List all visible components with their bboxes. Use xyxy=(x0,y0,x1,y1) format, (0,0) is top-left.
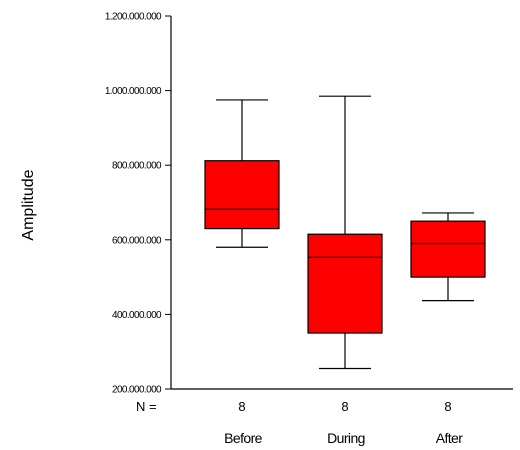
y-tick-label: 200.000.000 xyxy=(112,385,162,396)
category-label: Before xyxy=(224,430,262,446)
y-axis-label: Amplitude xyxy=(20,169,37,240)
category-label: During xyxy=(327,430,365,446)
y-tick-label: 400.000.000 xyxy=(112,310,162,321)
n-count-value: 8 xyxy=(238,399,245,414)
box-after xyxy=(410,220,486,278)
n-count-value: 8 xyxy=(444,399,451,414)
y-tick-label: 1.000.000.000 xyxy=(105,86,162,97)
n-count-label: N = xyxy=(136,399,157,414)
n-count-value: 8 xyxy=(341,399,348,414)
box-before xyxy=(204,160,280,230)
box-during xyxy=(307,233,383,334)
y-tick-label: 600.000.000 xyxy=(112,235,162,246)
y-tick-label: 800.000.000 xyxy=(112,161,162,172)
y-tick-label: 1.200.000.000 xyxy=(105,12,162,23)
category-label: After xyxy=(436,430,464,446)
